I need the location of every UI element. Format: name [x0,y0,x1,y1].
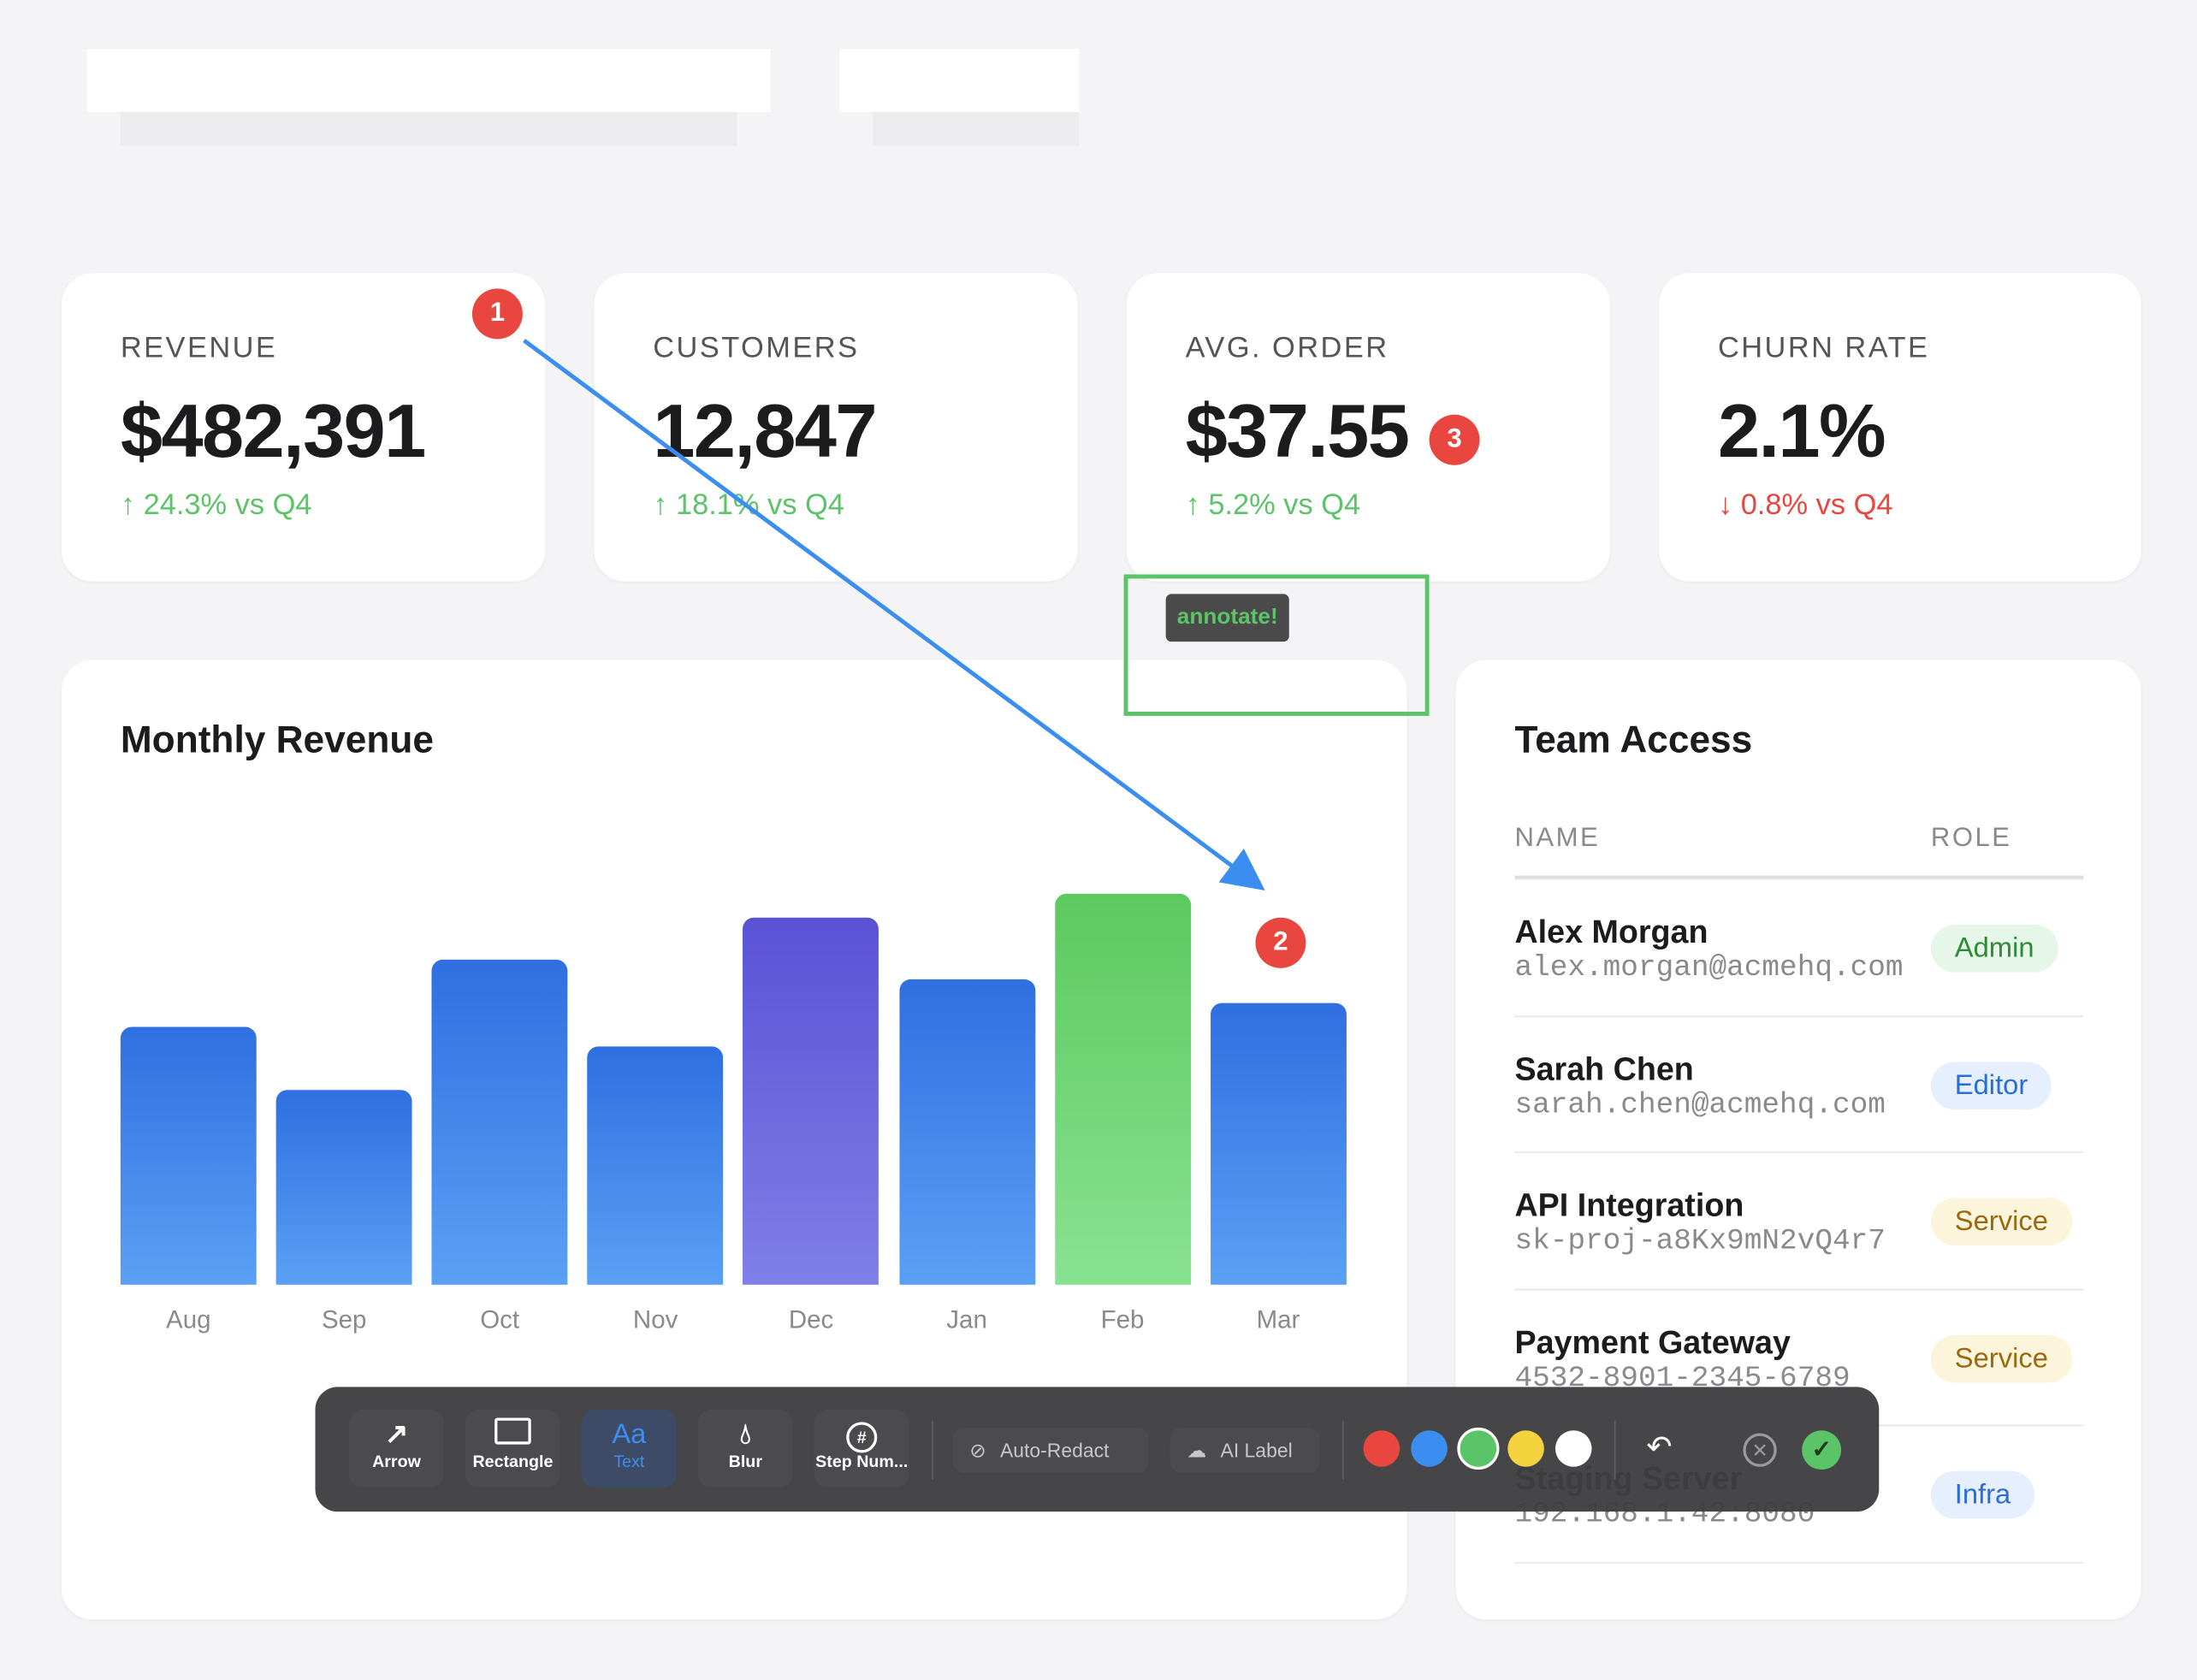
brain-icon: ☁︎ [1187,1439,1207,1462]
member-name: API Integration [1514,1186,1744,1223]
bar-mar[interactable] [1210,1003,1347,1285]
role-badge: Service [1930,1334,2072,1382]
annotation-text-label[interactable]: annotate! [1165,594,1289,642]
x-tick-label: Mar [1256,1305,1300,1334]
kpi-delta: ↑ 24.3% vs Q4 [120,488,312,522]
x-tick-label: Aug [166,1305,211,1334]
step-number-3[interactable]: 3 [1429,414,1480,465]
annotation-rectangle[interactable] [1123,574,1430,716]
undo-icon[interactable]: ↶ [1646,1429,1673,1464]
bar-aug[interactable] [120,1026,257,1285]
tool-label: Text [613,1451,645,1471]
kpi-label: REVENUE [120,332,278,364]
color-swatch-yellow[interactable] [1507,1430,1544,1467]
bar-dec[interactable] [743,917,879,1285]
x-tick-label: Feb [1100,1305,1145,1334]
team-row[interactable]: Alex Morgan alex.morgan@acmehq.com Admin [1514,878,2084,1016]
bar-sep[interactable] [275,1089,412,1285]
team-row[interactable]: Sarah Chen sarah.chen@acmehq.com Editor [1514,1015,2084,1153]
header-divider [1514,875,2084,878]
step-number-2[interactable]: 2 [1255,917,1306,968]
tool-text[interactable]: Aa Text [581,1409,678,1488]
header-title-placeholder [86,49,771,113]
member-identifier: sarah.chen@acmehq.com [1514,1089,1886,1122]
header-placeholder-shadow [120,112,737,146]
tool-label: Rectangle [472,1451,554,1471]
tool-label: Arrow [372,1451,421,1471]
header-button-placeholder[interactable] [839,49,1080,113]
team-row[interactable]: API Integration sk-proj-a8Kx9mN2vQ4r7 Se… [1514,1151,2084,1289]
tool-arrow[interactable]: ↗ Arrow [348,1409,445,1488]
chart-title: Monthly Revenue [120,719,434,761]
kpi-card-revenue: REVENUE $482,391 ↑ 24.3% vs Q4 [62,273,546,582]
cancel-icon[interactable]: ✕ [1743,1433,1777,1467]
tool-step-number[interactable]: # Step Num... [814,1409,909,1488]
color-swatch-green[interactable] [1457,1427,1500,1470]
ai-label-button[interactable]: ☁︎ AI Label [1170,1427,1320,1473]
kpi-label: AVG. ORDER [1185,332,1389,364]
tool-rectangle[interactable]: Rectangle [465,1409,561,1488]
kpi-card-avg-order: AVG. ORDER $37.55 ↑ 5.2% vs Q4 [1126,273,1610,582]
rectangle-icon [465,1417,560,1451]
x-tick-label: Nov [632,1305,678,1334]
confirm-icon[interactable]: ✓ [1802,1430,1842,1470]
kpi-value: 2.1% [1717,389,1886,474]
bar-oct[interactable] [431,960,568,1285]
kpi-card-churn-rate: CHURN RATE 2.1% ↓ 0.8% vs Q4 [1659,273,2141,582]
column-header-name[interactable]: NAME [1514,824,1601,854]
color-swatch-red[interactable] [1363,1430,1401,1467]
x-tick-label: Jan [946,1305,987,1334]
kpi-delta: ↑ 5.2% vs Q4 [1185,488,1361,522]
bar-jan[interactable] [898,979,1035,1285]
kpi-label: CHURN RATE [1717,332,1930,364]
toolbar-divider [1614,1420,1616,1480]
kpi-card-customers: CUSTOMERS 12,847 ↑ 18.1% vs Q4 [594,273,1078,582]
toolbar-divider [932,1420,933,1480]
kpi-delta: ↓ 0.8% vs Q4 [1717,488,1893,522]
kpi-label: CUSTOMERS [653,332,860,364]
x-tick-label: Oct [480,1305,520,1334]
bar-nov[interactable] [587,1046,724,1285]
kpi-value: $482,391 [120,389,426,474]
header-button-placeholder-shadow [873,112,1080,146]
eye-slash-icon: ⊘ [969,1439,986,1462]
member-identifier: alex.morgan@acmehq.com [1514,952,1904,985]
annotation-toolbar: ↗ Arrow Rectangle Aa Text 💧︎ Blur # Step Num… [315,1387,1880,1512]
kpi-value: 12,847 [653,389,877,474]
step-number-1[interactable]: 1 [471,288,523,340]
tool-label: Blur [728,1451,762,1471]
arrow-icon: ↗ [384,1419,409,1451]
member-name: Alex Morgan [1514,913,1708,950]
auto-redact-label: Auto-Redact [999,1439,1110,1462]
auto-redact-button[interactable]: ⊘ Auto-Redact [952,1427,1149,1473]
role-badge: Infra [1930,1470,2035,1519]
bar-feb[interactable] [1054,893,1191,1285]
role-badge: Editor [1930,1061,2052,1109]
member-identifier: sk-proj-a8Kx9mN2vQ4r7 [1514,1226,1886,1258]
role-badge: Service [1930,1198,2072,1246]
table-bottom-divider [1514,1561,2084,1563]
column-header-role[interactable]: ROLE [1930,824,2012,854]
kpi-value: $37.55 [1185,389,1410,474]
color-swatch-white[interactable] [1554,1430,1592,1467]
hash-circle-icon: # [814,1417,909,1453]
x-tick-label: Dec [788,1305,834,1334]
member-name: Payment Gateway [1514,1322,1791,1360]
tool-blur[interactable]: 💧︎ Blur [697,1409,793,1488]
role-badge: Admin [1930,924,2058,973]
x-tick-label: Sep [322,1305,367,1334]
ai-label-label: AI Label [1220,1439,1293,1462]
team-title: Team Access [1514,719,1753,761]
drop-icon: 💧︎ [739,1419,751,1451]
text-icon: Aa [612,1419,647,1451]
member-name: Sarah Chen [1514,1050,1694,1087]
tool-label: Step Num... [815,1451,909,1471]
toolbar-divider [1342,1420,1344,1480]
color-swatch-blue[interactable] [1411,1430,1448,1467]
